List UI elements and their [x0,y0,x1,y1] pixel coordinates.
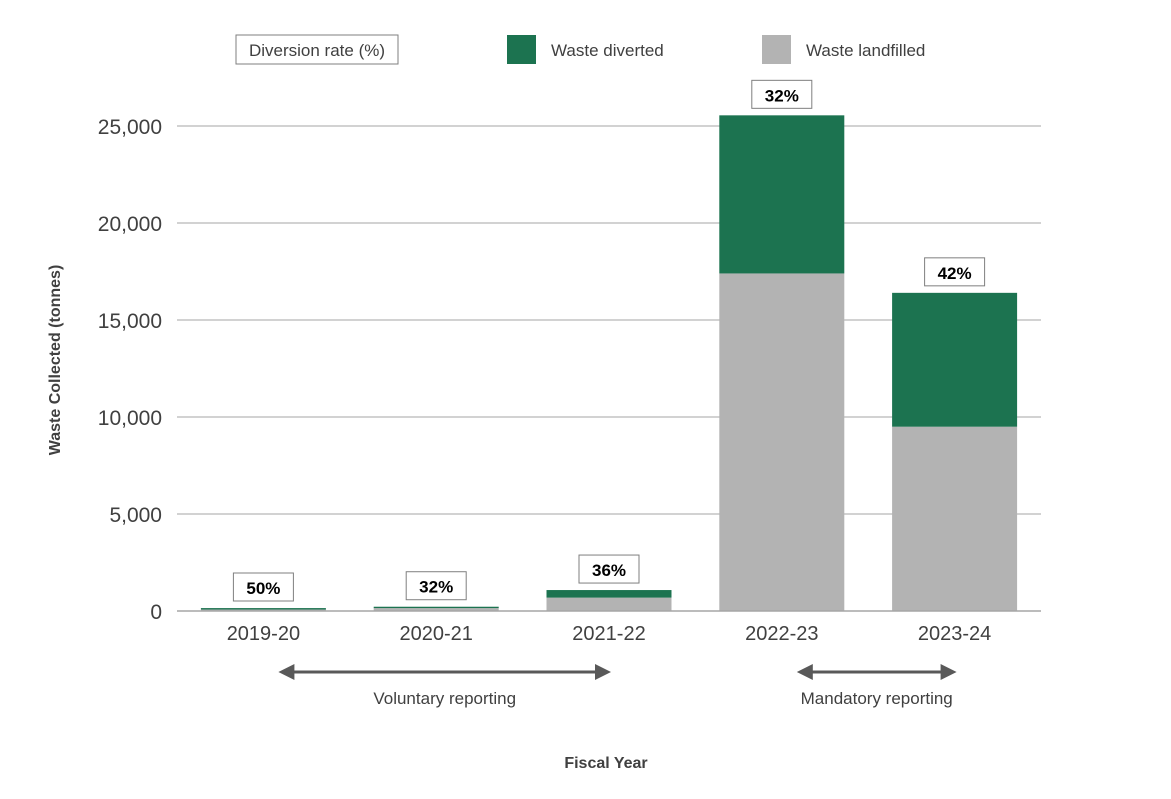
legend-swatch [762,35,791,64]
y-axis-title: Waste Collected (tonnes) [47,265,64,456]
arrow-right-icon [940,664,957,680]
arrow-left-icon [278,664,295,680]
bar-waste-diverted [892,292,1018,427]
legend-label: Waste diverted [551,41,664,60]
annotation-label: Mandatory reporting [801,689,953,708]
data-label-box [232,572,294,602]
x-axis-title: Fiscal Year [564,755,647,772]
data-label-box [405,571,467,601]
y-tick-label: 15,000 [98,310,162,333]
bar-waste-diverted [373,606,499,609]
x-tick-label: 2019-20 [227,623,300,645]
x-tick-label: 2020-21 [399,623,472,645]
bar-waste-landfilled [719,273,845,611]
bar-waste-landfilled [373,608,499,611]
y-tick-label: 10,000 [98,407,162,430]
legend-label: Waste landfilled [806,41,925,60]
y-tick-label: 0 [150,601,162,624]
x-tick-label: 2021-22 [572,623,645,645]
y-tick-label: 25,000 [98,116,162,139]
bar-waste-diverted [200,608,326,610]
bar-waste-diverted [546,590,672,598]
data-label: 32% [419,578,453,597]
y-tick-label: 20,000 [98,213,162,236]
bar-waste-landfilled [892,426,1018,611]
legend-data-label-text: Diversion rate (%) [249,41,385,60]
legend-swatch [507,35,536,64]
data-label: 42% [938,264,972,283]
x-tick-label: 2022-23 [745,623,818,645]
data-label: 32% [765,86,799,105]
bar-waste-landfilled [546,597,672,611]
y-tick-label: 5,000 [109,504,162,527]
data-label: 36% [592,561,626,580]
data-label-box [578,554,640,584]
x-tick-label: 2023-24 [918,623,991,645]
arrow-left-icon [796,664,813,680]
data-label: 50% [246,579,280,598]
arrow-right-icon [595,664,611,680]
bar-waste-diverted [719,115,845,274]
data-label-box [924,257,986,287]
legend-data-label-box [235,34,399,65]
data-label-box [751,79,813,109]
annotation-label: Voluntary reporting [373,689,516,708]
